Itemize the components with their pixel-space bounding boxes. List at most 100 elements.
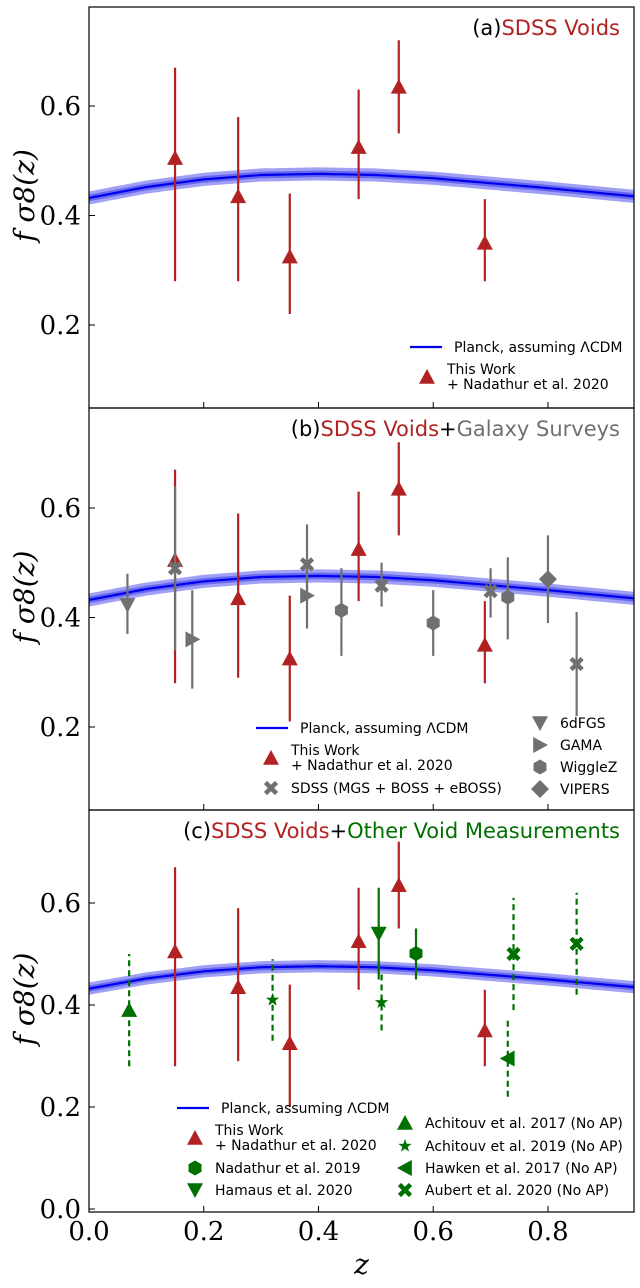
legend-label: Nadathur et al. 2019 — [215, 1161, 361, 1177]
legend-marker — [419, 369, 435, 384]
title-part: SDSS Voids — [501, 16, 620, 40]
legend-label: Hawken et al. 2017 (No AP) — [425, 1161, 618, 1177]
model-line — [89, 965, 634, 990]
legend-marker — [187, 1183, 203, 1198]
legend-label: + Nadathur et al. 2020 — [215, 1138, 377, 1154]
data-point — [390, 480, 407, 496]
data-point — [426, 615, 440, 631]
title-part: Other Void Measurements — [347, 819, 620, 843]
data-point — [230, 590, 247, 606]
panel-title: (b)SDSS Voids+Galaxy Surveys — [291, 417, 620, 441]
data-point — [167, 561, 183, 576]
legend-marker — [397, 1182, 413, 1198]
legend-marker — [532, 716, 548, 731]
data-point — [167, 150, 184, 165]
x-tick-label: 0.4 — [298, 1217, 339, 1247]
data-point — [230, 188, 247, 204]
panel-label: (a) — [472, 16, 501, 40]
data-point — [121, 1002, 138, 1017]
title-part: + — [330, 819, 348, 843]
legend-marker — [187, 1130, 203, 1145]
data-point — [476, 234, 493, 250]
legend-label: Hamaus et al. 2020 — [215, 1183, 353, 1199]
legend-marker — [531, 780, 549, 798]
y-tick-label: 0.4 — [40, 604, 81, 634]
panel-title: (c)SDSS Voids+Other Void Measurements — [183, 819, 620, 843]
data-point — [119, 598, 136, 613]
data-point — [374, 578, 389, 593]
data-point — [538, 570, 557, 589]
x-tick-label: 0.6 — [413, 1217, 454, 1247]
data-point — [569, 656, 584, 672]
panel-title: (a)SDSS Voids — [472, 16, 620, 40]
data-point — [374, 995, 389, 1009]
legend: Planck, assuming ΛCDM This Work+ Nadathur… — [177, 1101, 623, 1199]
plot-area — [89, 442, 634, 722]
y-tick-label: 0.2 — [40, 311, 81, 341]
title-part: SDSS Voids — [320, 417, 439, 441]
data-point — [185, 631, 201, 648]
y-tick-label: 0.0 — [40, 1195, 81, 1225]
title-part: SDSS Voids — [211, 819, 330, 843]
legend-label: + Nadathur et al. 2020 — [447, 377, 609, 393]
y-axis-label: f σ8(z) — [8, 551, 41, 646]
panel-a: 0.2 0.4 0.6 f σ8(z) (a)SDSS Voids Planck, ass… — [8, 6, 635, 409]
y-tick-label: 0.6 — [40, 92, 81, 122]
panel-b: 0.2 0.4 0.6 f σ8(z) (b)SDSS Voids+Galaxy Sur… — [8, 407, 635, 811]
data-point — [390, 78, 407, 94]
data-point — [506, 946, 521, 962]
y-tick-label: 0.4 — [40, 202, 81, 232]
y-tick-label: 0.4 — [40, 991, 81, 1021]
legend-label: Achitouv et al. 2017 (No AP) — [425, 1116, 623, 1132]
y-tick-label: 0.2 — [40, 1093, 81, 1123]
legend-label: Planck, assuming ΛCDM — [454, 340, 622, 356]
panel-label: (c) — [183, 819, 211, 843]
legend-marker — [263, 780, 279, 796]
legend-label: Planck, assuming ΛCDM — [300, 721, 468, 737]
x-tick-label: 0.0 — [68, 1217, 109, 1247]
data-point — [230, 979, 247, 994]
axes-frame — [88, 407, 635, 811]
data-point — [167, 943, 184, 959]
data-point — [476, 636, 493, 652]
title-part: + — [439, 417, 457, 441]
legend-label: Planck, assuming ΛCDM — [221, 1101, 389, 1117]
x-tick-label: 0.8 — [527, 1217, 568, 1247]
data-point — [390, 877, 407, 892]
model-line — [89, 172, 634, 200]
legend-label: VIPERS — [560, 782, 610, 798]
data-point — [409, 945, 423, 961]
y-tick-label: 0.6 — [40, 494, 81, 524]
axes-frame — [88, 809, 635, 1213]
data-point — [350, 139, 367, 154]
x-axis-label: z — [353, 1248, 369, 1281]
legend: Planck, assuming ΛCDM This Work+ Nadathur… — [410, 340, 622, 393]
data-point — [501, 589, 515, 605]
legend-label: Achitouv et al. 2019 (No AP) — [425, 1139, 623, 1155]
data-point — [483, 584, 498, 599]
legend-marker — [398, 1139, 412, 1152]
data-point — [300, 587, 315, 604]
x-tick-label: 0.2 — [183, 1217, 224, 1247]
legend-label: + Nadathur et al. 2020 — [291, 758, 453, 774]
plot-area — [89, 40, 634, 315]
legend: Planck, assuming ΛCDM This Work+ Nadathur… — [256, 716, 617, 798]
data-point — [350, 933, 367, 949]
legend-label: WiggleZ — [560, 760, 617, 776]
title-part: Galaxy Surveys — [457, 417, 620, 441]
panel-label: (b) — [291, 417, 321, 441]
legend-label: 6dFGS — [560, 716, 606, 732]
data-point — [370, 926, 387, 942]
data-point — [281, 248, 298, 264]
data-point — [350, 541, 367, 556]
panel-c: 0.0 0.2 0.4 0.6 0.0 0.2 0.4 0.6 0.8 z f σ8(z) (c)SD… — [8, 809, 635, 1281]
legend-label: This Work — [214, 1123, 284, 1139]
legend-marker — [397, 1160, 412, 1176]
data-point — [569, 936, 584, 951]
legend-label: This Work — [446, 362, 516, 378]
legend-label: SDSS (MGS + BOSS + eBOSS) — [291, 781, 502, 797]
legend-marker — [533, 759, 547, 775]
y-axis-label: f σ8(z) — [8, 149, 41, 244]
legend-marker — [188, 1160, 202, 1176]
